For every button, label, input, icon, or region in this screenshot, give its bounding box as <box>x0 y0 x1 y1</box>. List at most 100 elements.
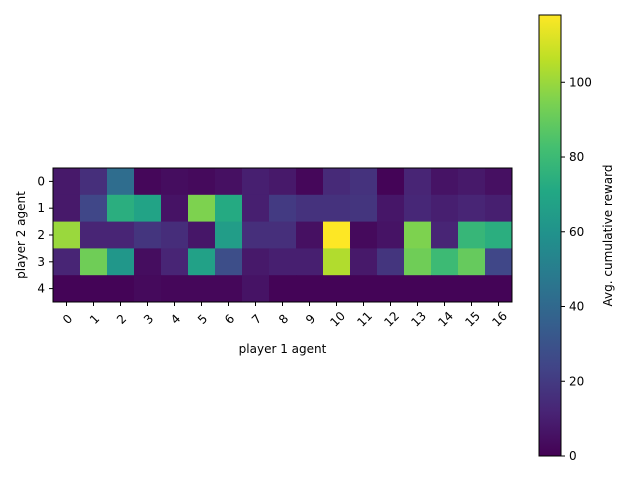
heatmap-cell <box>80 248 108 276</box>
x-tick-label: 8 <box>276 312 291 327</box>
colorbar <box>538 14 562 457</box>
y-axis-ticks: 0 1 2 3 4 <box>37 174 53 296</box>
heatmap-cell <box>404 194 432 223</box>
heatmap-cell <box>53 168 81 196</box>
heatmap-cell <box>161 275 189 303</box>
heatmap-cell <box>80 194 108 223</box>
heatmap-cell <box>80 275 108 303</box>
heatmap-cell <box>107 275 135 303</box>
heatmap-cell <box>404 221 432 249</box>
y-axis-label: player 2 agent <box>14 191 28 279</box>
heatmap-cell <box>350 194 378 223</box>
heatmap-cell <box>161 248 189 276</box>
heatmap-cell <box>215 194 243 223</box>
heatmap-cell <box>269 168 297 196</box>
heatmap-cell <box>188 221 216 249</box>
heatmap-cell <box>80 221 108 249</box>
heatmap-cell <box>242 248 270 276</box>
heatmap-cell <box>80 168 108 196</box>
heatmap-cell <box>431 168 459 196</box>
heatmap-cell <box>296 248 324 276</box>
heatmap-cell <box>134 275 162 303</box>
x-tick-label: 9 <box>303 312 318 327</box>
heatmap-cell <box>242 194 270 223</box>
heatmap-cell <box>269 275 297 303</box>
colorbar-tick-label: 60 <box>569 225 584 239</box>
heatmap-cell <box>323 168 351 196</box>
heatmap-cell <box>242 168 270 196</box>
heatmap-cell <box>296 194 324 223</box>
heatmap-cell <box>107 221 135 249</box>
heatmap-cell <box>107 248 135 276</box>
heatmap-cell <box>431 194 459 223</box>
heatmap-cell <box>215 248 243 276</box>
heatmap-cell <box>215 168 243 196</box>
heatmap-cell <box>269 248 297 276</box>
heatmap-cell <box>107 194 135 223</box>
heatmap-cell <box>458 168 486 196</box>
heatmap-cell <box>161 194 189 223</box>
heatmap-cell <box>458 194 486 223</box>
heatmap-cell <box>53 275 81 303</box>
heatmap-cell <box>431 221 459 249</box>
heatmap-cell <box>431 248 459 276</box>
x-tick-label: 7 <box>249 312 264 327</box>
heatmap-cell <box>350 275 378 303</box>
heatmap-cell <box>485 248 513 276</box>
heatmap-cell <box>323 221 351 249</box>
heatmap-cell <box>134 248 162 276</box>
x-tick-label: 5 <box>195 312 210 327</box>
heatmap-cell <box>161 168 189 196</box>
y-tick-label: 0 <box>37 174 45 188</box>
heatmap-cell <box>53 248 81 276</box>
heatmap-cell <box>377 194 405 223</box>
heatmap-cell <box>134 168 162 196</box>
heatmap-cell <box>269 221 297 249</box>
y-tick-label: 4 <box>37 282 45 296</box>
colorbar-tick-label: 80 <box>569 150 584 164</box>
heatmap-cell <box>485 221 513 249</box>
heatmap-cell <box>296 275 324 303</box>
heatmap-cell <box>485 168 513 196</box>
x-axis-ticks: 0 1 2 3 4 5 6 7 8 9 10 11 12 13 14 15 16 <box>60 302 510 330</box>
heatmap-cell <box>188 275 216 303</box>
heatmap-cell <box>188 168 216 196</box>
heatmap-cell <box>404 275 432 303</box>
heatmap-cell <box>350 221 378 249</box>
y-tick-label: 2 <box>37 228 45 242</box>
x-tick-label: 13 <box>408 309 429 330</box>
heatmap-cell <box>53 194 81 223</box>
heatmap-cell <box>134 194 162 223</box>
heatmap-cell <box>404 168 432 196</box>
colorbar-tick-label: 100 <box>569 75 592 89</box>
heatmap-cell <box>323 194 351 223</box>
x-tick-label: 4 <box>168 312 183 327</box>
heatmap-cells <box>53 168 513 303</box>
x-tick-label: 15 <box>462 309 483 330</box>
heatmap-cell <box>53 221 81 249</box>
heatmap-cell <box>485 194 513 223</box>
x-tick-label: 14 <box>435 309 456 330</box>
heatmap-cell <box>242 275 270 303</box>
heatmap-cell <box>134 221 162 249</box>
x-tick-label: 3 <box>141 312 156 327</box>
heatmap-cell <box>323 275 351 303</box>
x-tick-label: 10 <box>327 309 348 330</box>
x-tick-label: 12 <box>381 309 402 330</box>
heatmap-cell <box>458 221 486 249</box>
heatmap-cell <box>485 275 513 303</box>
heatmap-cell <box>458 248 486 276</box>
heatmap-cell <box>107 168 135 196</box>
x-tick-label: 0 <box>60 312 75 327</box>
colorbar-ticks: 0 20 40 60 80 100 <box>561 75 592 463</box>
x-tick-label: 6 <box>222 312 237 327</box>
heatmap-cell <box>377 221 405 249</box>
heatmap-cell <box>188 248 216 276</box>
y-tick-label: 1 <box>37 201 45 215</box>
x-tick-label: 1 <box>87 312 102 327</box>
heatmap-cell <box>188 194 216 223</box>
heatmap-cell <box>296 168 324 196</box>
x-tick-label: 2 <box>114 312 129 327</box>
heatmap-cell <box>458 275 486 303</box>
